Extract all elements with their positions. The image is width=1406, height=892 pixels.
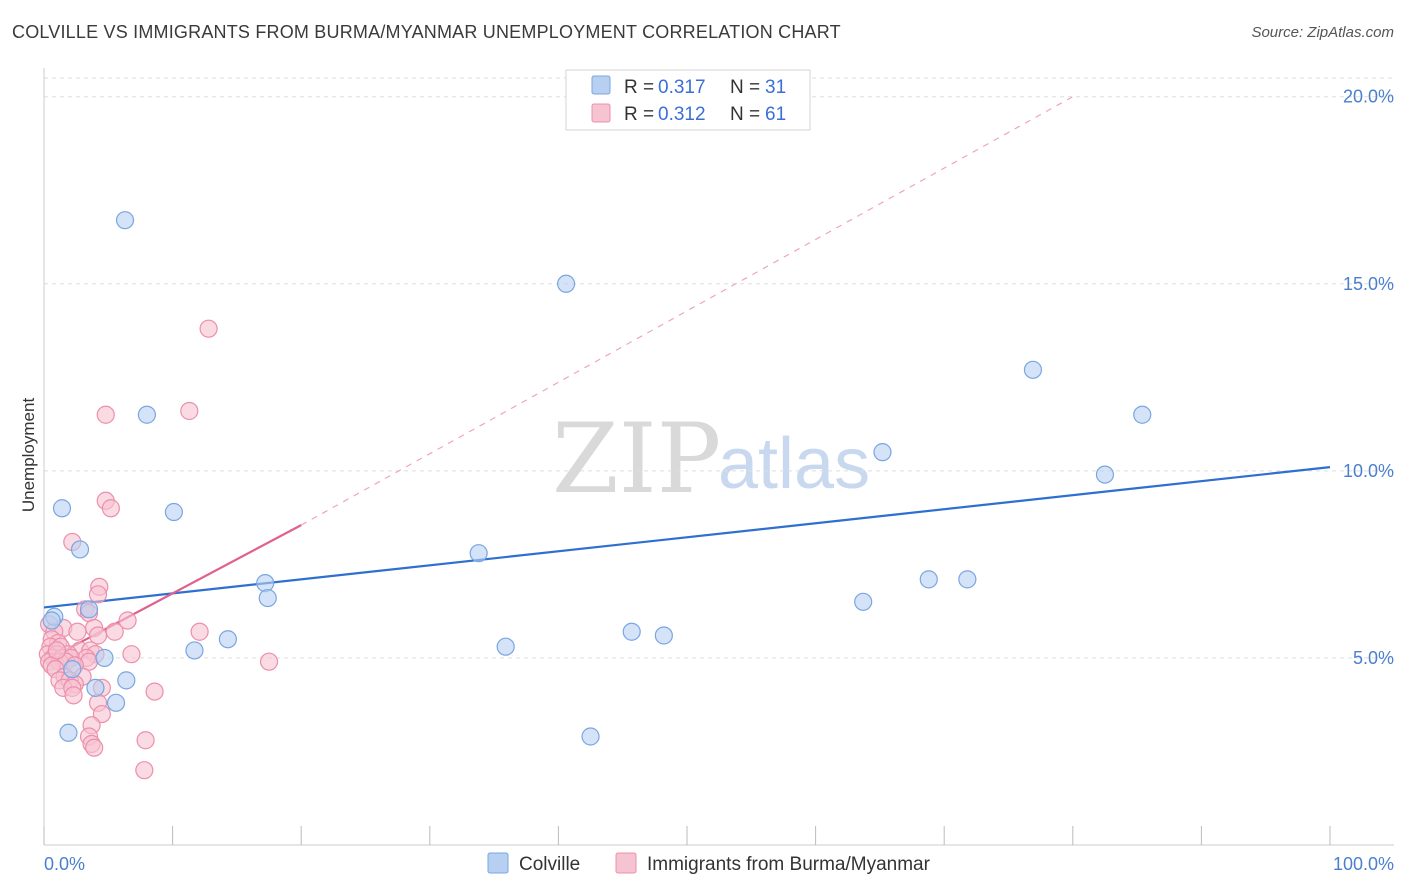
data-points bbox=[38, 211, 1152, 780]
data-point-colville-22 bbox=[496, 637, 515, 656]
data-point-burma-10 bbox=[118, 611, 137, 630]
data-point-colville-3 bbox=[1133, 405, 1152, 424]
y-axis-tick-labels: 5.0% 10.0% 15.0% 20.0% bbox=[1343, 87, 1394, 668]
data-point-colville-14 bbox=[258, 588, 277, 608]
data-point-colville-27 bbox=[86, 678, 105, 697]
data-point-colville-29 bbox=[581, 727, 600, 746]
data-point-colville-16 bbox=[79, 600, 99, 619]
data-point-colville-30 bbox=[59, 723, 78, 742]
data-point-burma-17 bbox=[190, 622, 209, 641]
data-point-colville-12 bbox=[919, 570, 938, 589]
watermark-zip: ZIP bbox=[552, 403, 721, 515]
data-point-burma-50 bbox=[145, 682, 164, 701]
data-point-burma-7 bbox=[88, 585, 108, 604]
bottom-legend-label-colville: Colville bbox=[519, 854, 580, 875]
data-point-colville-5 bbox=[873, 443, 892, 462]
legend-n-value-2: 61 bbox=[765, 104, 786, 125]
chart-title: COLVILLE VS IMMIGRANTS FROM BURMA/MYANMA… bbox=[12, 22, 841, 42]
bottom-legend: Colville Immigrants from Burma/Myanmar bbox=[487, 852, 931, 875]
data-point-burma-57 bbox=[136, 731, 155, 750]
bottom-legend-swatch-colville bbox=[487, 852, 509, 874]
x-tick-label-min: 0.0% bbox=[44, 854, 85, 874]
data-point-colville-25 bbox=[63, 660, 82, 679]
data-point-burma-53 bbox=[92, 704, 111, 724]
data-point-colville-20 bbox=[654, 626, 673, 645]
data-point-colville-13 bbox=[958, 570, 977, 589]
legend-swatch-burma bbox=[591, 103, 611, 123]
bottom-legend-swatch-burma bbox=[615, 852, 637, 874]
axes bbox=[43, 68, 1394, 846]
data-point-burma-4 bbox=[101, 499, 120, 518]
y-tick-label-10: 10.0% bbox=[1343, 461, 1394, 481]
legend-r-label-2: R = bbox=[624, 104, 654, 125]
data-point-burma-60 bbox=[47, 641, 66, 660]
legend-swatch-colville bbox=[591, 75, 611, 95]
data-point-colville-24 bbox=[95, 648, 114, 668]
data-point-burma-15 bbox=[68, 622, 87, 641]
data-point-colville-28 bbox=[106, 693, 126, 712]
data-point-colville-2 bbox=[1023, 360, 1043, 379]
legend-n-label-2: N = bbox=[730, 104, 760, 125]
legend: R = 0.317 N = 31 R = 0.312 N = 61 bbox=[565, 69, 811, 131]
data-point-burma-0 bbox=[199, 319, 218, 338]
y-axis-label: Unemployment bbox=[19, 398, 38, 513]
legend-r-label-1: R = bbox=[624, 77, 654, 98]
data-point-burma-18 bbox=[88, 626, 108, 645]
trend-line-burma bbox=[43, 524, 302, 663]
data-point-colville-11 bbox=[256, 573, 275, 593]
data-point-colville-9 bbox=[70, 540, 90, 559]
data-point-colville-21 bbox=[218, 630, 237, 649]
data-point-colville-6 bbox=[1095, 465, 1115, 484]
y-tick-label-5: 5.0% bbox=[1353, 648, 1394, 668]
legend-r-value-1: 0.317 bbox=[658, 77, 706, 98]
data-point-burma-29 bbox=[122, 645, 141, 664]
trend-lines bbox=[43, 96, 1331, 663]
data-point-colville-0 bbox=[115, 211, 135, 230]
y-tick-label-20: 20.0% bbox=[1343, 87, 1394, 107]
watermark-atlas: atlas bbox=[718, 424, 870, 504]
legend-r-value-2: 0.312 bbox=[658, 104, 706, 125]
data-point-colville-18 bbox=[42, 611, 61, 630]
grid bbox=[44, 77, 1394, 659]
data-point-colville-1 bbox=[557, 274, 576, 293]
x-tick-label-max: 100.0% bbox=[1333, 854, 1394, 874]
data-point-colville-10 bbox=[469, 544, 488, 563]
data-point-burma-59 bbox=[135, 761, 154, 780]
data-point-colville-8 bbox=[164, 502, 183, 522]
y-tick-label-15: 15.0% bbox=[1343, 274, 1394, 294]
data-point-colville-7 bbox=[52, 499, 72, 518]
bottom-legend-label-burma: Immigrants from Burma/Myanmar bbox=[647, 854, 931, 875]
data-point-burma-1 bbox=[180, 401, 199, 421]
legend-n-label-1: N = bbox=[730, 77, 760, 98]
data-point-colville-4 bbox=[137, 405, 156, 424]
watermark: ZIP atlas bbox=[552, 403, 870, 515]
data-point-burma-2 bbox=[96, 405, 115, 424]
data-point-colville-23 bbox=[185, 641, 204, 660]
data-point-colville-26 bbox=[117, 671, 136, 690]
trend-line-extension-burma bbox=[300, 96, 1074, 526]
data-point-burma-58 bbox=[85, 738, 104, 757]
legend-n-value-1: 31 bbox=[765, 77, 786, 98]
data-point-burma-16 bbox=[105, 622, 124, 641]
data-point-burma-51 bbox=[64, 686, 83, 705]
source-credit: Source: ZipAtlas.com bbox=[1251, 24, 1394, 41]
x-axis-ticks bbox=[43, 826, 1331, 845]
data-point-colville-15 bbox=[854, 592, 873, 611]
data-point-burma-38 bbox=[259, 652, 279, 671]
data-point-colville-19 bbox=[622, 622, 641, 641]
